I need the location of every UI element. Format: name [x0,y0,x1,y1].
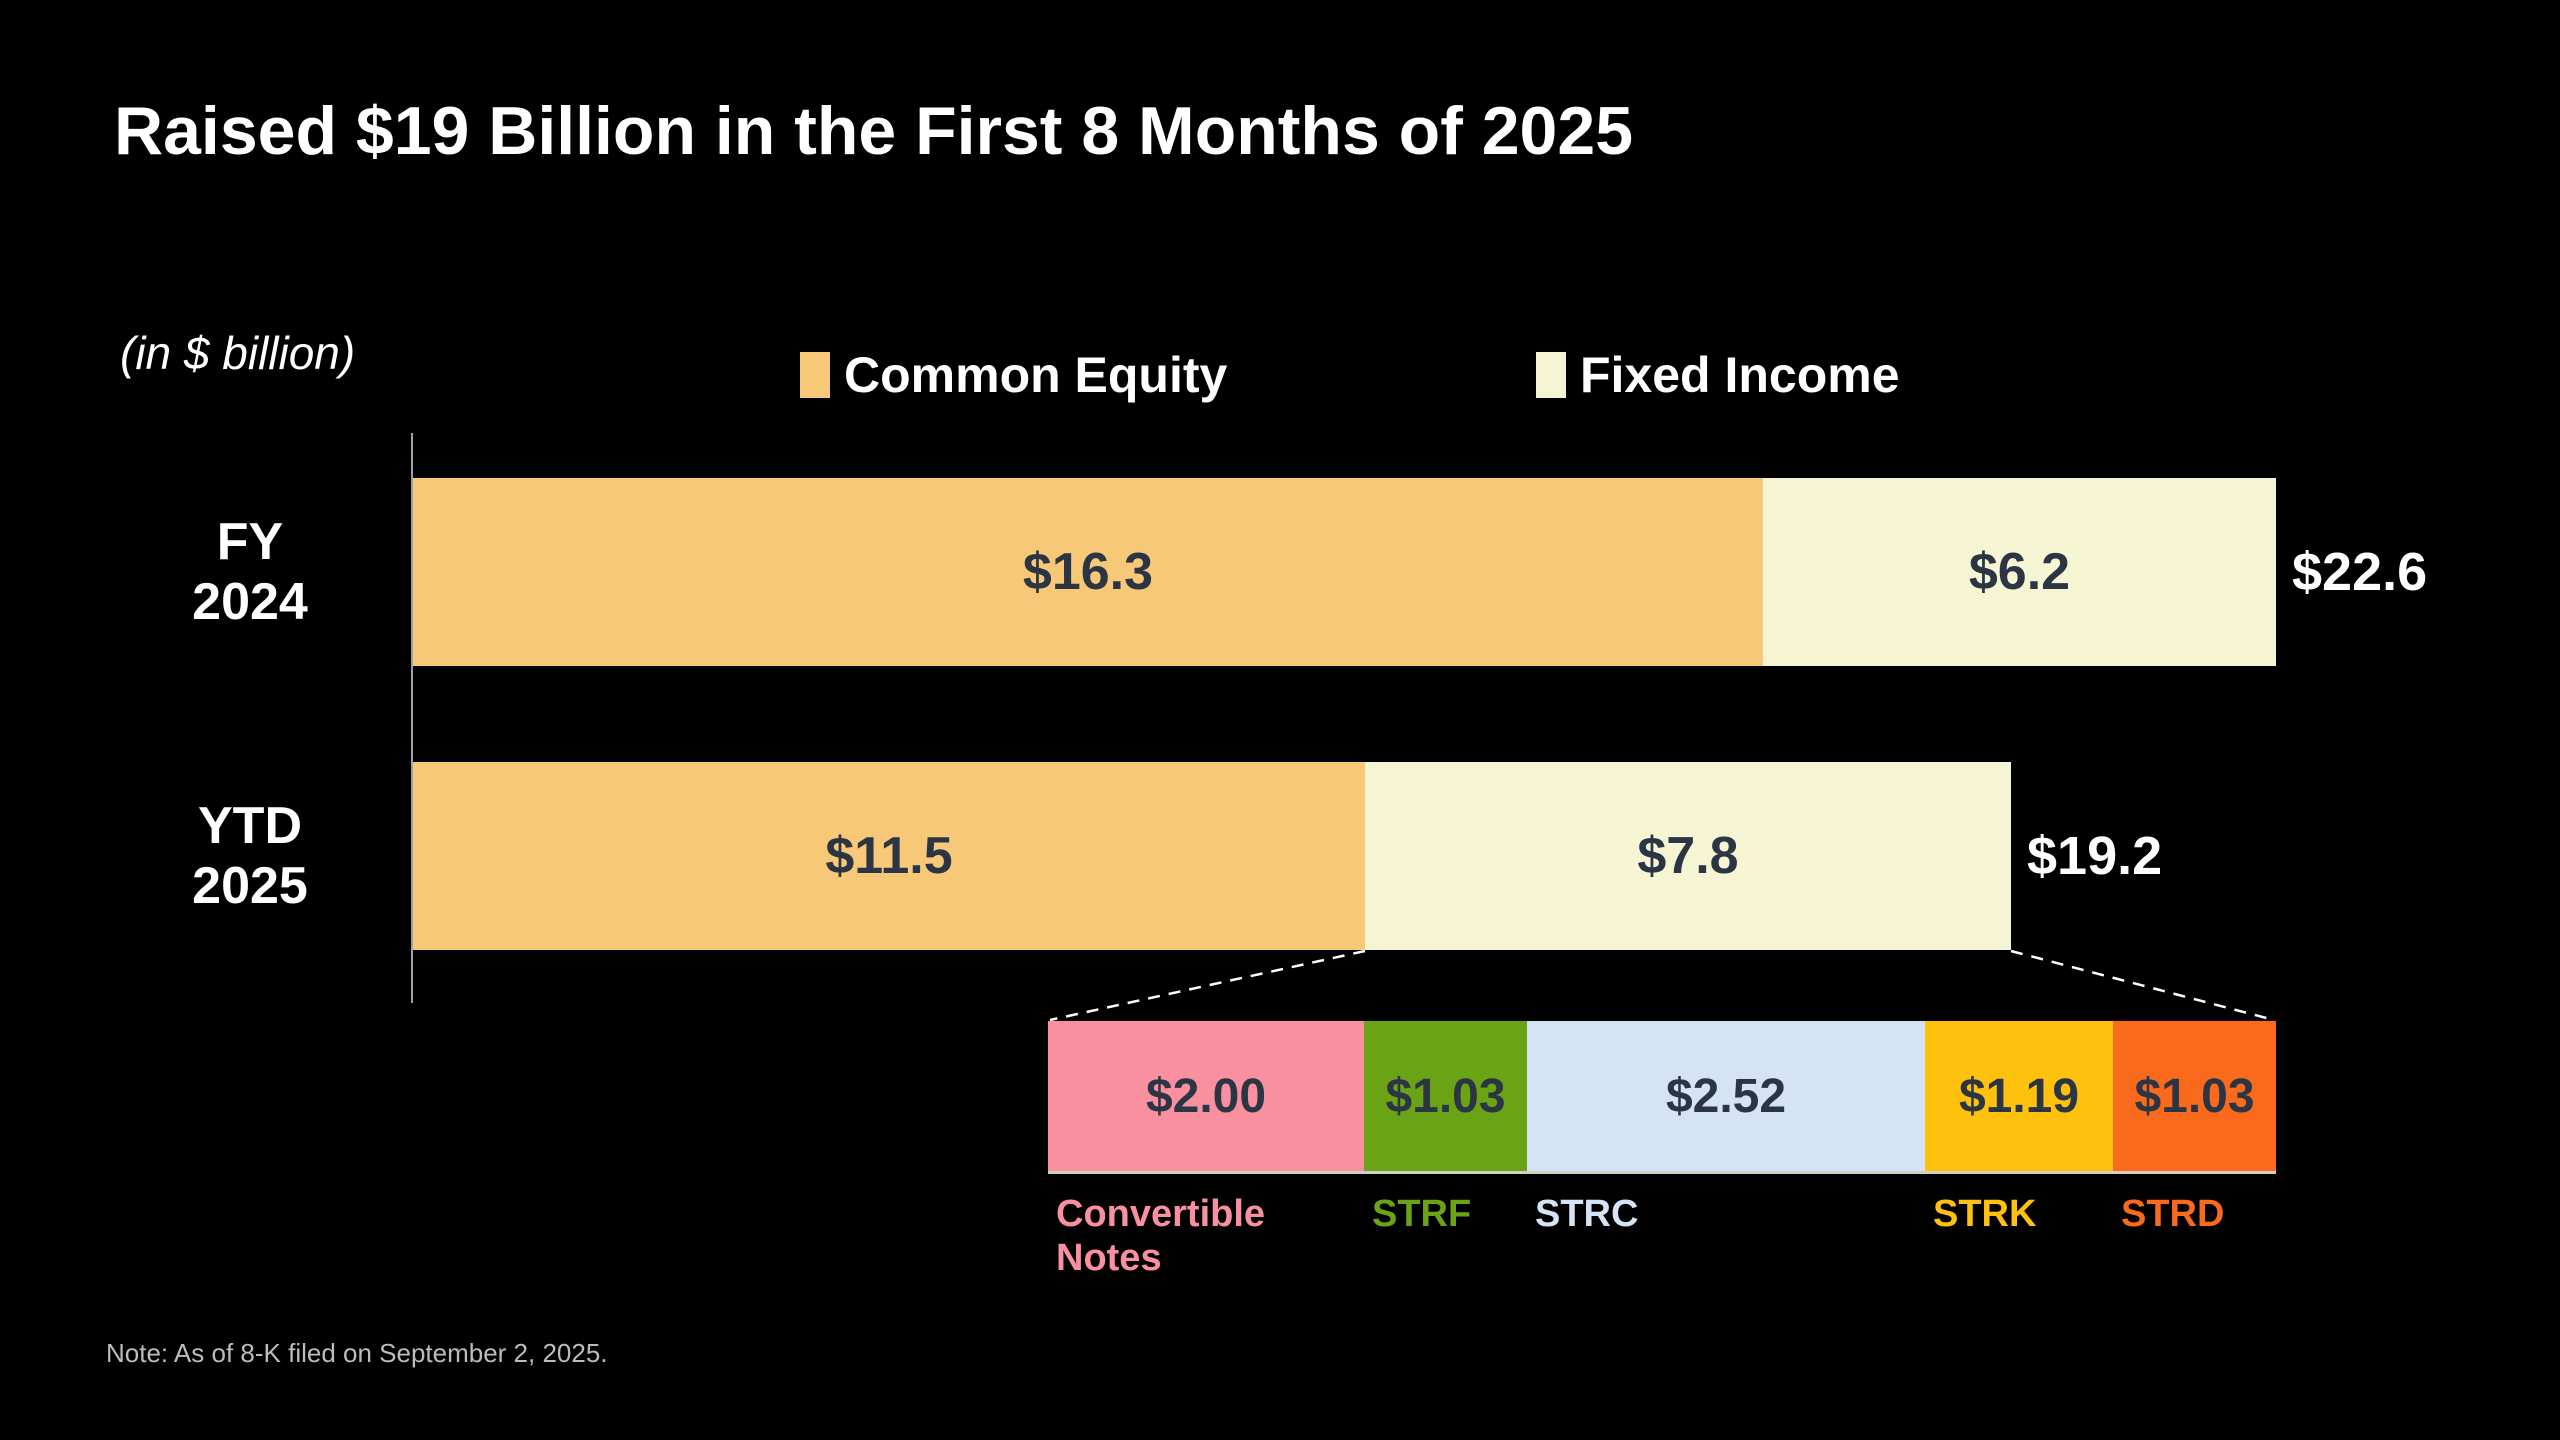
breakdown-segment-strd: $1.03 [2113,1021,2276,1171]
breakdown-bar: $2.00 $1.03 $2.52 $1.19 $1.03 [1048,1021,2276,1171]
bar-value-label: $16.3 [1022,543,1154,601]
breakdown-value-label: $2.00 [1145,1069,1267,1123]
breakdown-value-label: $1.03 [1385,1069,1506,1123]
breakdown-label-strk: STRK [1933,1193,2037,1235]
legend-label: Fixed Income [1580,347,1900,403]
bar-segment-fixed-income: $7.8 [1365,762,2011,950]
breakdown-label-strf: STRF [1372,1193,1472,1235]
legend-swatch-icon [800,352,830,398]
bar-ytd-2025: $11.5 $7.8 [413,762,2011,950]
footnote: Note: As of 8-K filed on September 2, 20… [106,1338,608,1368]
breakdown-connector-right [2010,949,2275,1022]
breakdown-value-label: $2.52 [1665,1069,1787,1123]
breakdown-segment-convertible-notes: $2.00 [1048,1021,1364,1171]
breakdown-baseline [1048,1171,2276,1174]
legend-label: Common Equity [844,347,1228,403]
total-label: $19.2 [2027,826,2163,886]
breakdown-label-strc: STRC [1535,1193,1639,1235]
row-label-line: 2024 [192,573,308,631]
bar-value-label: $6.2 [1968,543,2071,601]
row-label-line: 2025 [192,857,308,915]
bar-value-label: $11.5 [825,827,953,885]
breakdown-segment-strf: $1.03 [1364,1021,1527,1171]
breakdown-label-convertible-notes: Convertible Notes [1056,1193,1266,1279]
row-label-line: YTD [198,797,302,855]
breakdown-connector-left [1049,949,1366,1022]
bar-fy-2024: $16.3 $6.2 [413,478,2276,666]
bar-segment-common-equity: $16.3 [413,478,1763,666]
total-label: $22.6 [2292,542,2428,602]
legend-swatch-icon [1536,352,1566,398]
breakdown-segment-strk: $1.19 [1925,1021,2113,1171]
breakdown-label-strd: STRD [2121,1193,2225,1235]
units-note: (in $ billion) [120,327,356,379]
legend-item-common-equity: Common Equity [800,346,1227,404]
page-title: Raised $19 Billion in the First 8 Months… [114,93,1634,169]
bar-value-label: $7.8 [1637,827,1739,885]
breakdown-segment-strc: $2.52 [1527,1021,1925,1171]
row-label-ytd-2025: YTD 2025 [130,796,370,916]
row-label-fy-2024: FY 2024 [130,512,370,632]
bar-segment-common-equity: $11.5 [413,762,1365,950]
breakdown-value-label: $1.19 [1958,1069,2080,1123]
breakdown-value-label: $1.03 [2134,1069,2255,1123]
bar-segment-fixed-income: $6.2 [1763,478,2276,666]
row-label-line: FY [216,513,284,571]
legend-item-fixed-income: Fixed Income [1536,346,1900,404]
axis-line [411,433,413,1003]
